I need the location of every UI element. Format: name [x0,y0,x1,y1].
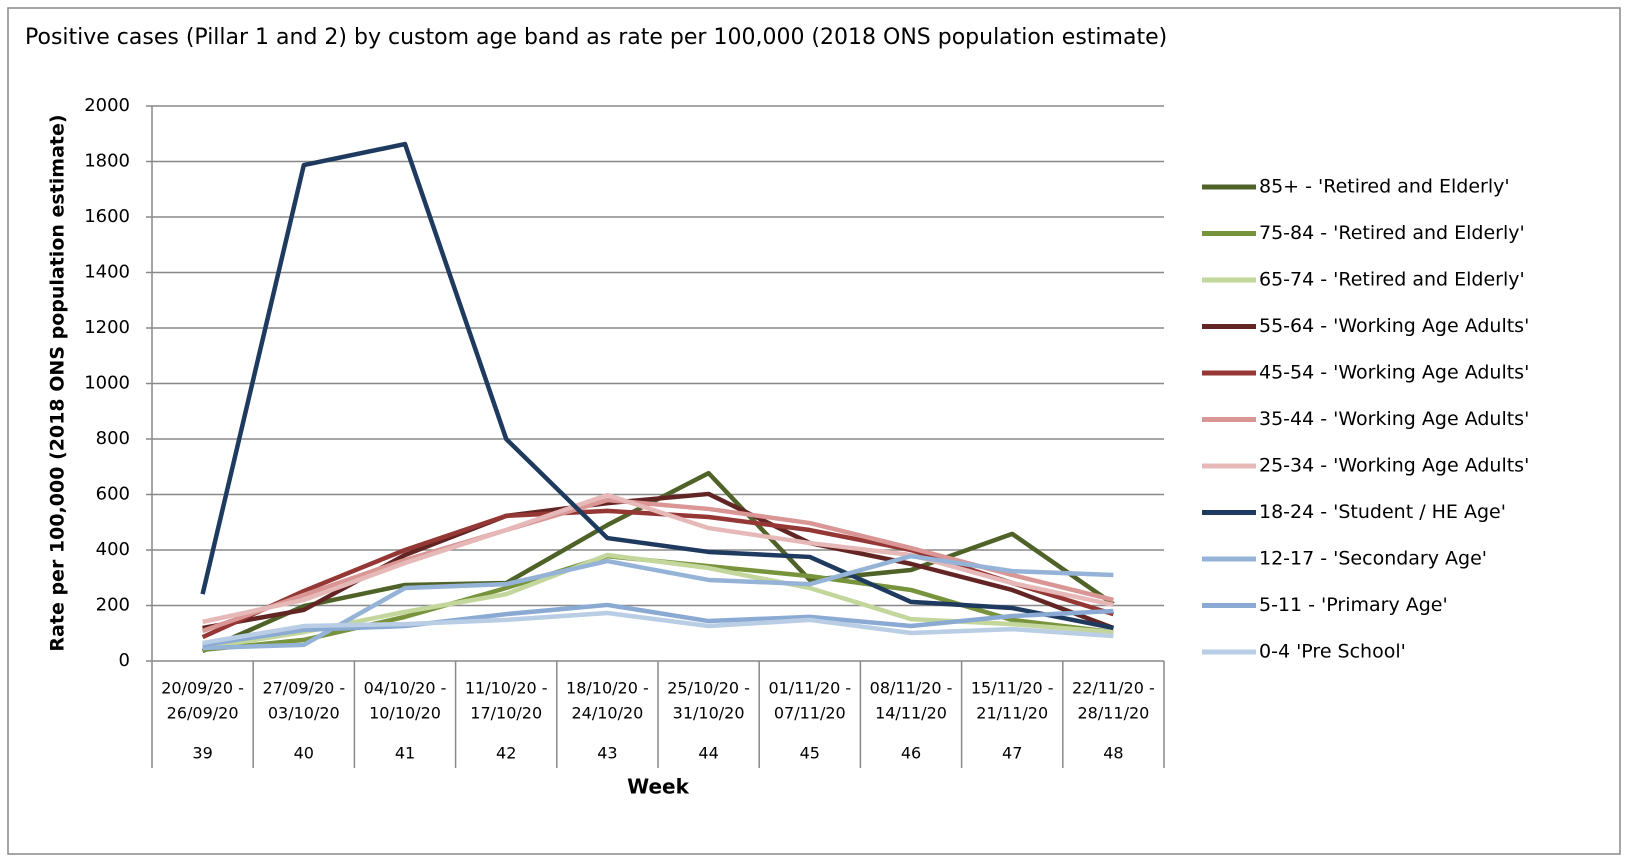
period-label: 15/11/20 - [971,679,1054,698]
period-label: 22/11/20 - [1072,679,1155,698]
x-tick-label: 44 [698,744,718,763]
x-tick-label: 46 [901,744,921,763]
period-label: 28/11/20 [1077,704,1149,723]
legend-label: 35-44 - 'Working Age Adults' [1259,408,1529,430]
series-line [202,553,1114,651]
legend-label: 85+ - 'Retired and Elderly' [1259,176,1510,198]
x-tick-label: 41 [395,744,415,763]
legend-label: 45-54 - 'Working Age Adults' [1259,362,1529,384]
period-label: 21/11/20 [976,704,1048,723]
x-tick-label: 43 [597,744,617,763]
legend-label: 55-64 - 'Working Age Adults' [1259,315,1529,337]
x-tick-label: 45 [800,744,820,763]
y-tick-label: 400 [96,539,130,560]
y-tick-label: 0 [119,650,130,671]
y-tick-label: 1000 [84,373,130,394]
series-line [200,141,1114,631]
y-tick-label: 1400 [84,262,130,283]
x-tick-label: 42 [496,744,516,763]
series-line [202,610,1114,646]
period-label: 14/11/20 [875,704,947,723]
y-tick-label: 2000 [84,95,130,116]
legend-label: 75-84 - 'Retired and Elderly' [1259,222,1525,244]
period-label: 26/09/20 [167,704,239,723]
y-tick-label: 600 [96,484,130,505]
chart-title: Positive cases (Pillar 1 and 2) by custo… [25,25,1167,50]
legend-label: 65-74 - 'Retired and Elderly' [1259,269,1525,291]
x-tick-label: 48 [1103,744,1123,763]
series-line [202,602,1114,648]
y-tick-label: 200 [96,595,130,616]
x-axis-title: Week [627,775,689,799]
period-label: 18/10/20 - [566,679,649,698]
legend-label: 12-17 - 'Secondary Age' [1259,548,1487,570]
x-tick-label: 47 [1002,744,1022,763]
period-label: 11/10/20 - [465,679,548,698]
period-label: 08/11/20 - [870,679,953,698]
legend-label: 18-24 - 'Student / HE Age' [1259,501,1506,523]
period-label: 01/11/20 - [768,679,851,698]
legend-label: 0-4 'Pre School' [1259,641,1406,663]
y-tick-label: 1200 [84,317,130,338]
series-line [202,492,1114,625]
period-label: 03/10/20 [268,704,340,723]
y-tick-label: 1600 [84,206,130,227]
legend-label: 25-34 - 'Working Age Adults' [1259,455,1529,477]
period-label: 07/11/20 [774,704,846,723]
period-label: 17/10/20 [470,704,542,723]
period-label: 25/10/20 - [667,679,750,698]
period-label: 24/10/20 [571,704,643,723]
period-label: 04/10/20 - [364,679,447,698]
x-tick-label: 39 [192,744,212,763]
x-tick-label: 40 [294,744,314,763]
y-tick-label: 800 [96,428,130,449]
y-tick-label: 1800 [84,151,130,172]
period-label: 20/09/20 - [161,679,244,698]
chart-frame [7,7,1621,855]
period-label: 31/10/20 [673,704,745,723]
legend-label: 5-11 - 'Primary Age' [1259,594,1448,616]
period-label: 27/09/20 - [262,679,345,698]
period-label: 10/10/20 [369,704,441,723]
y-axis-title: Rate per 100,000 (2018 ONS population es… [47,114,69,651]
